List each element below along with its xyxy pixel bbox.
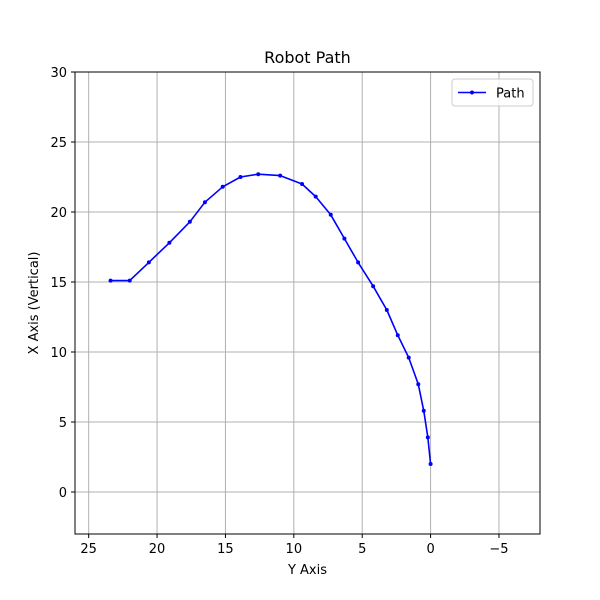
- data-point: [300, 182, 305, 186]
- data-point: [127, 278, 132, 283]
- data-point: [421, 408, 426, 413]
- legend-box: [451, 78, 534, 107]
- data-point: [356, 260, 361, 265]
- series-layer: [108, 172, 433, 466]
- x-tick-label: 15: [217, 542, 234, 557]
- y-tick-label: 0: [59, 486, 67, 501]
- data-point: [406, 355, 411, 360]
- series-line: [110, 173, 432, 465]
- data-point: [428, 462, 433, 466]
- x-axis-label: Y Axis: [287, 563, 327, 578]
- plot-frame: [74, 71, 541, 535]
- x-tick-label: 5: [358, 542, 366, 557]
- x-tick-label: 25: [80, 542, 97, 557]
- data-point: [238, 175, 243, 179]
- x-axis-ticks: 25 20 15 10 5 0 −5: [80, 534, 509, 557]
- data-point: [278, 173, 283, 178]
- y-axis-ticks: 0 5 10 15 20 25 30: [50, 66, 75, 501]
- y-axis-label: X Axis (Vertical): [27, 252, 42, 355]
- data-point: [371, 284, 376, 289]
- data-point: [187, 219, 192, 224]
- data-point: [425, 435, 430, 440]
- y-tick-label: 30: [50, 66, 67, 81]
- data-point: [108, 278, 113, 283]
- y-tick-label: 15: [50, 276, 67, 291]
- data-point: [202, 200, 207, 205]
- data-point: [167, 240, 172, 245]
- y-tick-label: 10: [50, 346, 67, 361]
- data-point: [220, 184, 225, 189]
- legend-marker: [470, 90, 474, 95]
- data-point: [395, 333, 400, 338]
- y-tick-label: 25: [50, 136, 67, 151]
- grid: [75, 71, 540, 534]
- y-tick-label: 20: [50, 206, 67, 221]
- x-tick-label: 10: [286, 542, 303, 557]
- data-point: [416, 382, 421, 387]
- data-point: [313, 194, 318, 199]
- data-point: [384, 308, 389, 312]
- data-point: [146, 260, 151, 265]
- x-tick-label: −5: [489, 542, 508, 557]
- data-point: [328, 212, 333, 217]
- legend-label: Path: [496, 87, 525, 102]
- legend: Path: [451, 78, 534, 107]
- x-tick-label: 0: [426, 542, 434, 557]
- data-point: [256, 172, 261, 177]
- data-point: [342, 236, 347, 241]
- x-tick-label: 20: [149, 542, 166, 557]
- chart-title: Robot Path: [264, 48, 351, 67]
- y-tick-label: 5: [59, 416, 67, 431]
